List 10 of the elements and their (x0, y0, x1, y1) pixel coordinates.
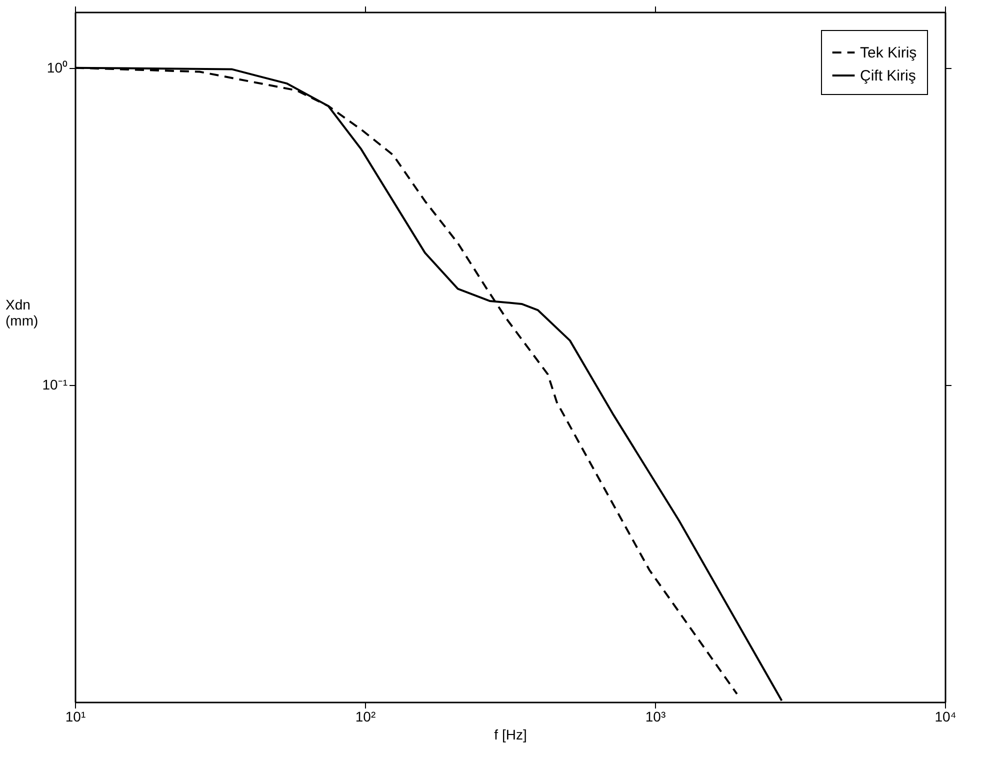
y-axis-title: Xdn (mm) (6, 296, 38, 328)
legend-label: Çift Kiriş (860, 68, 916, 84)
x-tick-label: 10³ (645, 708, 666, 724)
x-axis-title: f [Hz] (494, 726, 527, 742)
y-tick-label: 10⁻¹ (42, 376, 68, 392)
x-tick-label: 10² (355, 708, 376, 724)
legend-label: Tek Kiriş (860, 44, 917, 62)
y-tick-label: 10⁰ (46, 59, 68, 76)
x-tick-label: 10⁴ (934, 708, 956, 724)
x-tick-label: 10¹ (65, 708, 86, 724)
